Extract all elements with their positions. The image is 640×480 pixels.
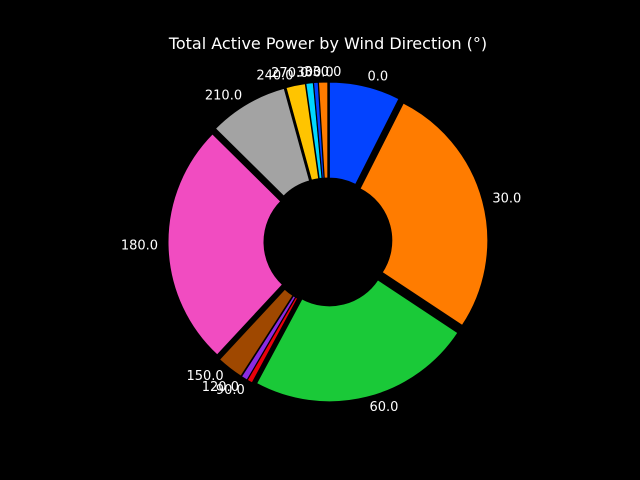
slice-0.0 bbox=[328, 81, 400, 186]
slice-label-90.0: 90.0 bbox=[216, 383, 245, 398]
slice-label-330.0: 330.0 bbox=[304, 65, 341, 80]
slice-label-120.0: 120.0 bbox=[202, 380, 239, 395]
slice-180.0 bbox=[167, 133, 284, 356]
slice-30.0 bbox=[359, 102, 489, 327]
slices-group bbox=[167, 81, 489, 403]
slice-label-150.0: 150.0 bbox=[186, 369, 223, 384]
slice-label-180.0: 180.0 bbox=[121, 239, 158, 254]
slice-label-30.0: 30.0 bbox=[492, 192, 521, 207]
slice-label-240.0: 240.0 bbox=[256, 69, 293, 84]
slice-label-300.0: 300.0 bbox=[296, 65, 333, 80]
slice-label-210.0: 210.0 bbox=[205, 88, 242, 103]
slice-120.0 bbox=[240, 295, 297, 381]
slice-60.0 bbox=[255, 279, 459, 403]
slice-label-60.0: 60.0 bbox=[369, 400, 398, 415]
chart-title: Total Active Power by Wind Direction (°) bbox=[168, 34, 487, 53]
slice-330.0 bbox=[317, 81, 329, 179]
slice-240.0 bbox=[285, 83, 320, 181]
slice-label-0.0: 0.0 bbox=[367, 70, 388, 85]
slice-150.0 bbox=[218, 288, 294, 377]
slice-label-270.0: 270.0 bbox=[271, 66, 308, 81]
slice-210.0 bbox=[214, 87, 311, 197]
